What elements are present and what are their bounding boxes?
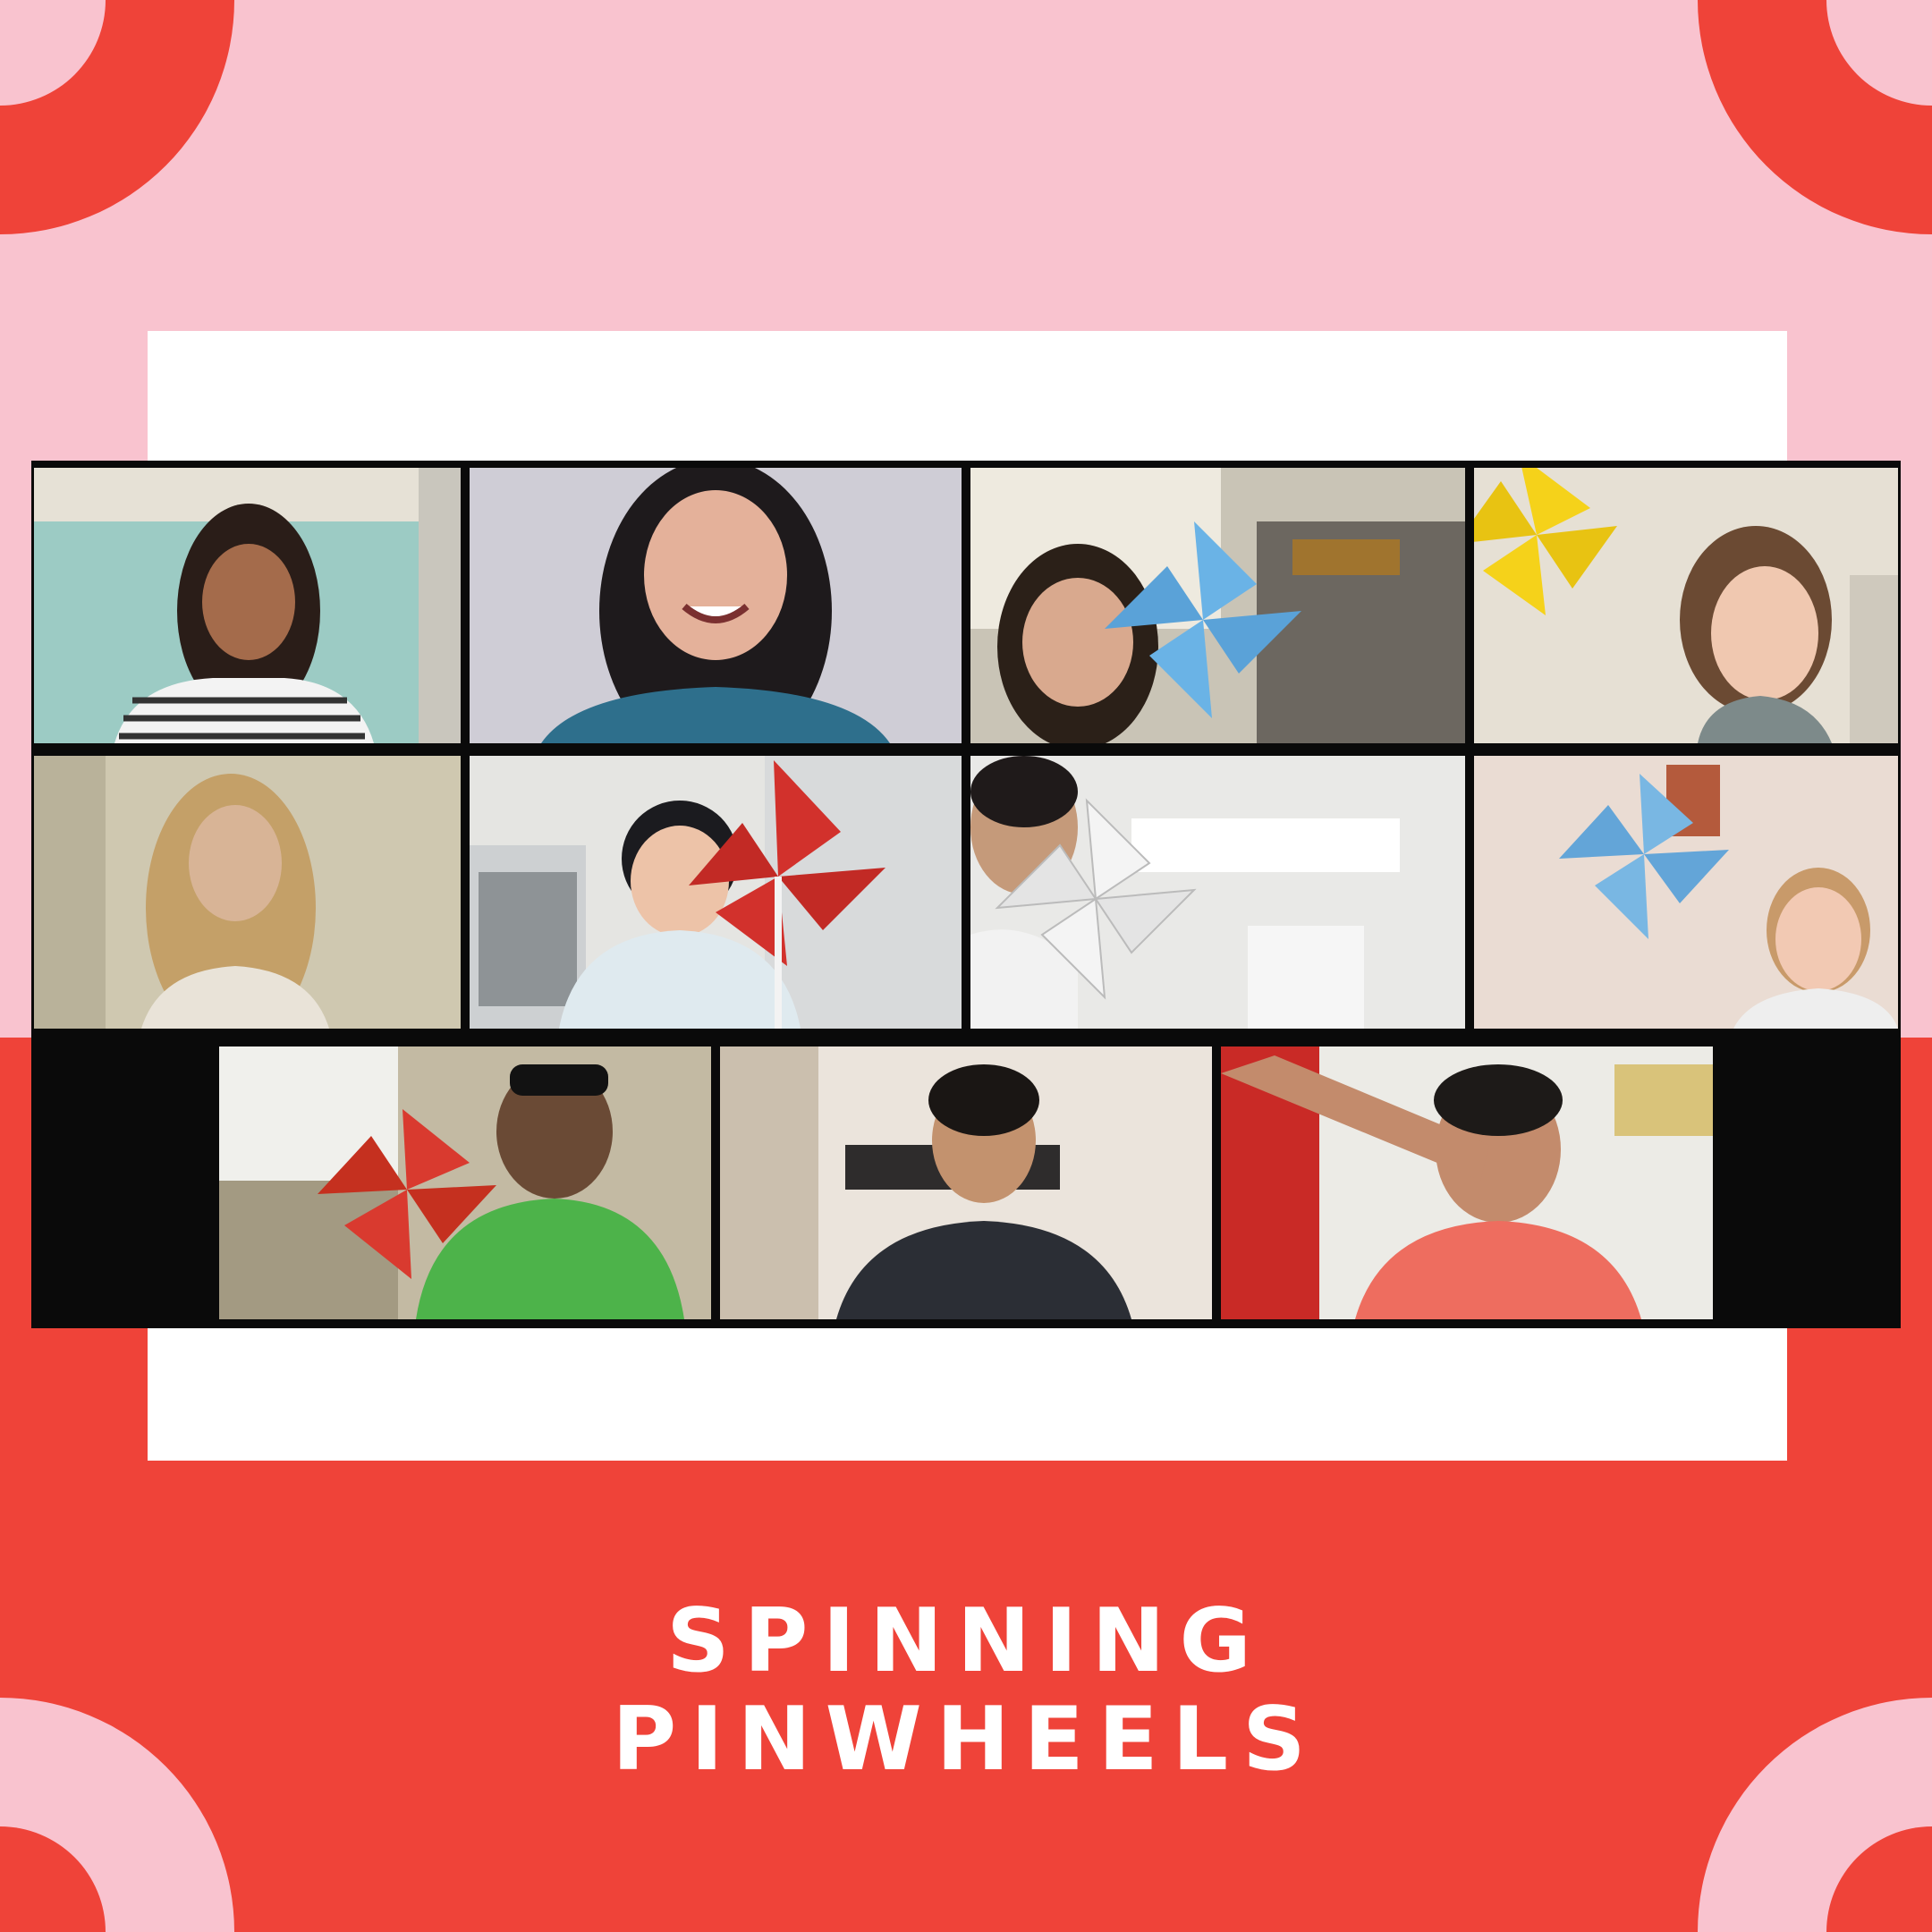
corner-arc-top-right — [1431, 0, 1932, 501]
red-pinwheel-icon — [318, 1109, 496, 1279]
title-line-1: SPINNING — [666, 1590, 1266, 1692]
person-icon — [34, 468, 461, 743]
participant-video-3[interactable] — [970, 468, 1465, 743]
participant-video-9[interactable] — [219, 1046, 711, 1319]
person-icon — [1474, 468, 1898, 743]
person-icon — [720, 1046, 1212, 1319]
person-icon — [1474, 756, 1898, 1029]
title-line-2: PINWHEELS — [612, 1689, 1320, 1791]
participant-video-11[interactable] — [1221, 1046, 1713, 1319]
person-icon — [470, 468, 962, 743]
corner-arc-bottom-right — [1431, 1431, 1932, 1932]
blue-pinwheel-icon — [1559, 774, 1729, 939]
red-pinwheel-icon — [689, 760, 886, 1029]
participant-video-10[interactable] — [720, 1046, 1212, 1319]
person-icon — [219, 1046, 711, 1319]
person-icon — [970, 468, 1465, 743]
yellow-pinwheel-icon — [1474, 468, 1617, 615]
video-gallery — [31, 461, 1901, 1328]
participant-video-2[interactable] — [470, 468, 962, 743]
participant-video-5[interactable] — [34, 756, 461, 1029]
participant-video-8[interactable] — [1474, 756, 1898, 1029]
participant-video-4[interactable] — [1474, 468, 1898, 743]
person-icon — [34, 756, 461, 1029]
participant-video-1[interactable] — [34, 468, 461, 743]
event-title: SPINNING PINWHEELS — [0, 1592, 1932, 1789]
participant-video-7-active-speaker[interactable] — [970, 756, 1465, 1029]
white-pinwheel-icon — [995, 798, 1197, 1000]
person-icon — [970, 756, 1465, 1029]
corner-arc-top-left — [0, 0, 501, 501]
blue-pinwheel-icon — [1105, 521, 1301, 718]
person-icon — [1221, 1046, 1713, 1319]
participant-video-6[interactable] — [470, 756, 962, 1029]
person-icon — [470, 756, 962, 1029]
corner-arc-bottom-left — [0, 1431, 501, 1932]
